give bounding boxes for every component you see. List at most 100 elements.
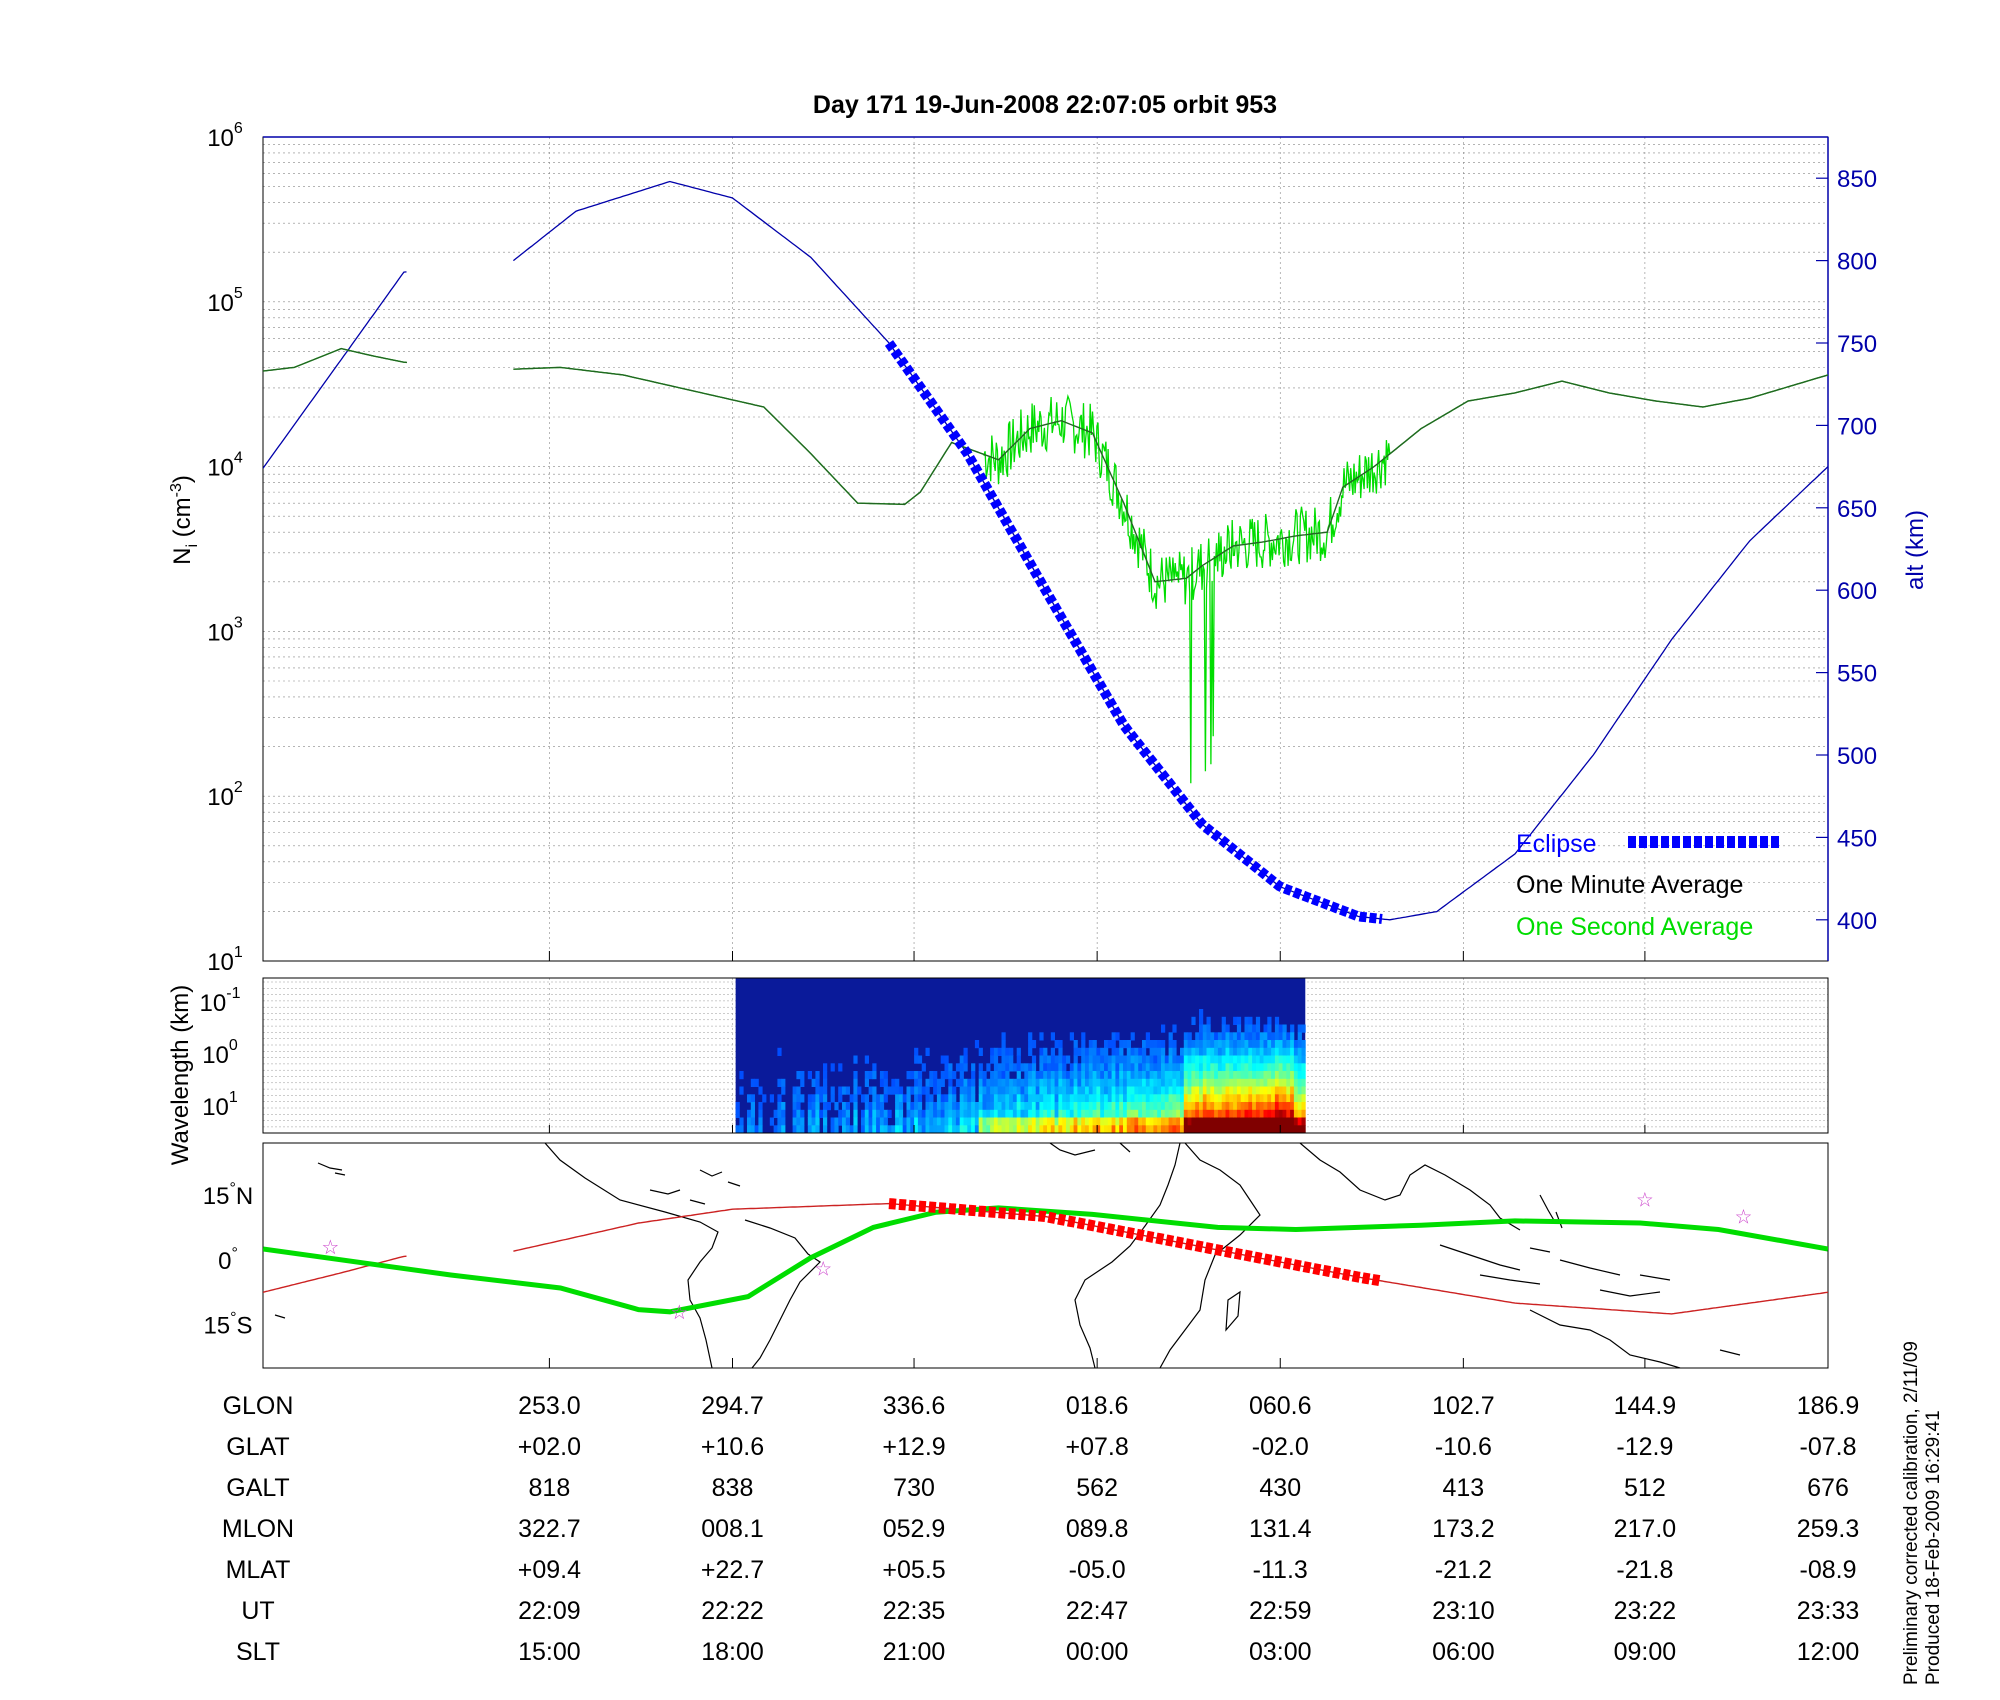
spectrogram-cell [1153,1117,1158,1126]
spectrogram-cell [921,1086,926,1095]
spectrogram-cell [1206,1078,1211,1087]
spectrogram-cell [993,1117,999,1126]
spectrogram-cell [1210,1047,1215,1056]
spectrogram-cell [898,1102,904,1111]
spectrogram-cell [1039,1078,1044,1087]
spectrogram-cell [1202,1032,1207,1041]
table-cell: 730 [893,1474,935,1502]
spectrogram-cell [1267,1047,1272,1056]
spectrogram-cell [1016,1109,1021,1118]
spectrogram-cell [997,1063,1002,1072]
spectrogram-cell [1297,1102,1302,1111]
spectrogram-cell [1054,1117,1059,1126]
spectrogram-cell [986,1086,991,1095]
spectrogram-cell [963,1094,968,1103]
spectrogram-cell [944,1125,949,1133]
altitude-tick-label: 750 [1837,331,1877,358]
spectrogram-cell [1111,1063,1116,1072]
spectrogram-cell [762,1094,767,1103]
spectrogram-cell [1164,1117,1169,1126]
spectrogram-cell [1199,1071,1204,1080]
spectrogram-cell [1130,1109,1135,1118]
spectrogram-cell [1214,1047,1219,1056]
spectrogram-cell [1035,1094,1040,1103]
spectrogram-cell [1100,1109,1105,1118]
spectrogram-cell [1183,1125,1188,1133]
spectrogram-cell [1297,1040,1302,1049]
spectrogram-cell [1183,1055,1188,1064]
spectrogram-cell [1130,1094,1135,1103]
spectrogram-cell [971,1125,976,1133]
spectrogram-cell [1126,1047,1131,1056]
spectrogram-cell [1104,1040,1109,1049]
spectrogram-cell [1066,1094,1071,1103]
spectrogram-cell [1263,1040,1268,1049]
spectrogram-cell [1111,1055,1116,1064]
spectrogram-cell [754,1078,759,1087]
table-cell: -10.6 [1435,1433,1492,1461]
spectrogram-cell [1073,1086,1078,1095]
spectrogram-cell [1069,1102,1074,1111]
spectrogram-cell [1058,1071,1063,1080]
spectrogram-cell [1255,1125,1261,1133]
spectrogram-cell [1050,1071,1055,1080]
spectrogram-cell [823,1109,828,1118]
spectrogram-cell [1145,1032,1150,1041]
spectrogram-cell [944,1102,949,1111]
spectrogram-cell [1290,1055,1295,1064]
spectrogram-cell [1255,1016,1261,1025]
spectrogram-cell [1259,1094,1264,1103]
spectrogram-cell [1085,1102,1090,1111]
spectrogram-cell [967,1078,972,1087]
spectrogram-cell [933,1078,938,1087]
spectrogram-cell [781,1086,786,1095]
spectrogram-cell [891,1086,896,1095]
spectrogram-cell [1225,1055,1230,1064]
spectrogram-cell [1263,1094,1268,1103]
spectrogram-cell [1058,1047,1063,1056]
spectrogram-cell [1293,1109,1299,1118]
spectrogram-tick-label: 101 [202,1089,238,1121]
spectrogram-cell [1134,1125,1139,1133]
spectrogram-cell [872,1125,877,1133]
coastline-madagascar [1225,1290,1241,1332]
spectrogram-cell [1020,1125,1025,1133]
spectrogram-cell [1161,1086,1166,1095]
spectrogram-cell [872,1117,877,1126]
footer-produced: Produced 18-Feb-2009 16:29:41 [1923,1410,1944,1685]
spectrogram-cell [807,1071,812,1080]
spectrogram-cell [1085,1109,1090,1118]
spectrogram-cell [1001,1109,1006,1118]
spectrogram-cell [1206,1102,1211,1111]
spectrogram-cell [1290,1040,1295,1049]
spectrogram-cell [1164,1086,1169,1095]
spectrogram-cell [1001,1117,1006,1126]
spectrogram-cell [1248,1024,1253,1033]
spectrogram-cell [887,1109,892,1118]
spectrogram-cell [1149,1102,1154,1111]
spectrogram-cell [1058,1063,1063,1072]
spectrogram-cell [1176,1071,1181,1080]
table-cell: 413 [1442,1474,1484,1502]
spectrogram-cell [1123,1078,1128,1087]
spectrogram-cell [1210,1071,1215,1080]
spectrogram-cell [1066,1071,1071,1080]
legend: Eclipse One Minute Average One Second Av… [1516,830,1780,941]
spectrogram-cell [1081,1063,1086,1072]
spectrogram-cell [1297,1125,1302,1133]
spectrogram-cell [1290,1063,1295,1072]
spectrogram-cell [1290,1102,1295,1111]
spectrogram-cell [1172,1071,1177,1080]
spectrogram-cell [1240,1032,1245,1041]
spectrogram-cell [1043,1109,1048,1118]
spectrogram-cell [1142,1117,1147,1126]
spectrogram-cell [1020,1094,1025,1103]
table-cell: 06:00 [1432,1638,1495,1666]
spectrogram-cell [929,1102,934,1111]
spectrogram-cell [1138,1078,1143,1087]
spectrogram-cell [830,1063,835,1072]
spectrogram-cell [1229,1078,1234,1087]
spectrogram-cell [1142,1078,1147,1087]
spectrogram-cell [1210,1040,1215,1049]
